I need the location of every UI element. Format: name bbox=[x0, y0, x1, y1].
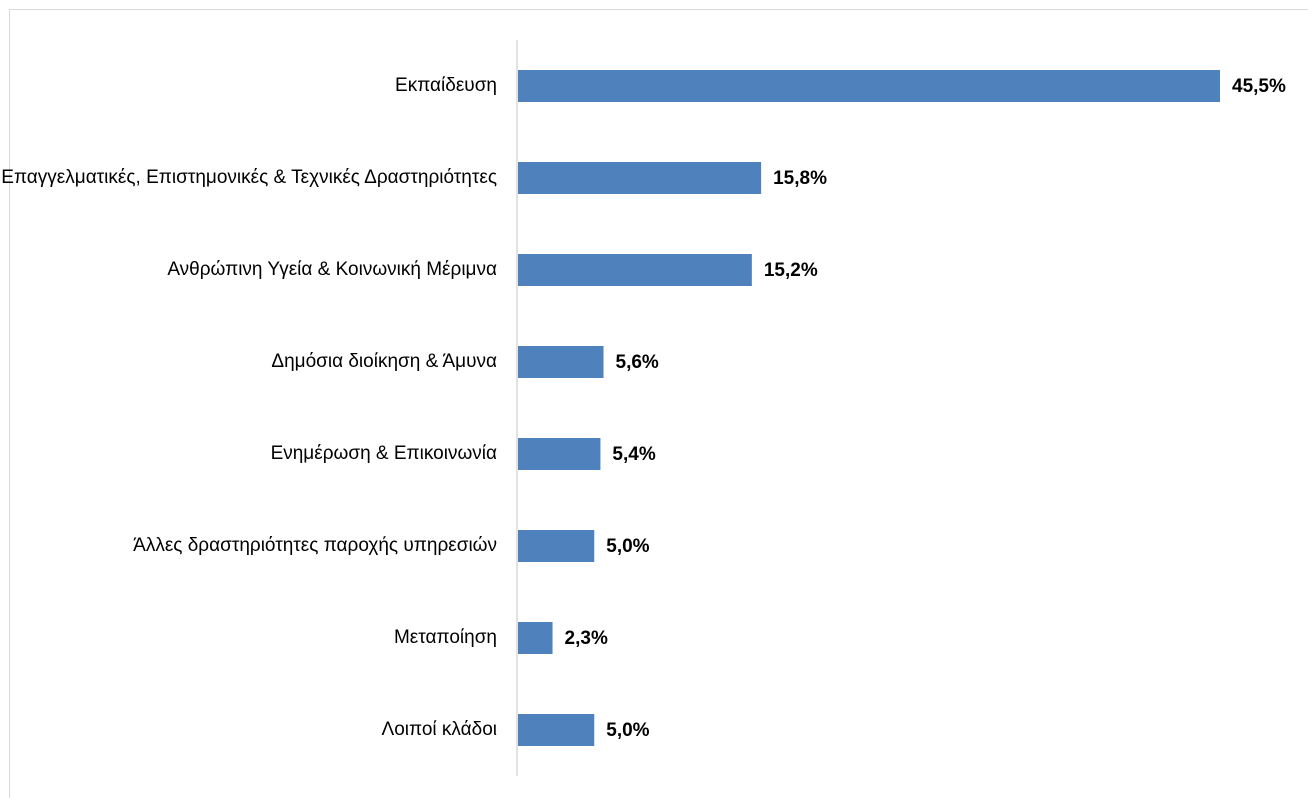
value-label: 45,5% bbox=[1232, 76, 1286, 97]
category-label: Λοιποί κλάδοι bbox=[381, 719, 497, 740]
value-label: 5,4% bbox=[612, 444, 655, 465]
category-label: Ενημέρωση & Επικοινωνία bbox=[270, 443, 497, 464]
chart-frame bbox=[9, 9, 1308, 798]
bar bbox=[518, 438, 601, 470]
category-label: Άλλες δραστηριότητες παροχής υπηρεσιών bbox=[133, 535, 497, 556]
bar bbox=[518, 162, 762, 194]
value-label: 5,0% bbox=[606, 536, 649, 557]
value-label: 5,0% bbox=[606, 720, 649, 741]
bar bbox=[518, 530, 595, 562]
value-label: 2,3% bbox=[565, 628, 608, 649]
bar bbox=[518, 346, 604, 378]
category-label: Επαγγελματικές, Επιστημονικές & Τεχνικές… bbox=[1, 167, 497, 188]
bar bbox=[518, 714, 595, 746]
bar bbox=[518, 70, 1220, 102]
value-label: 15,8% bbox=[773, 168, 827, 189]
category-label: Δημόσια διοίκηση & Άμυνα bbox=[271, 351, 497, 372]
category-label: Εκπαίδευση bbox=[395, 75, 497, 96]
bar bbox=[518, 622, 553, 654]
bar bbox=[518, 254, 752, 286]
category-label: Ανθρώπινη Υγεία & Κοινωνική Μέριμνα bbox=[167, 259, 497, 280]
value-label: 5,6% bbox=[616, 352, 659, 373]
category-label: Μεταποίηση bbox=[393, 627, 497, 648]
value-label: 15,2% bbox=[764, 260, 818, 281]
